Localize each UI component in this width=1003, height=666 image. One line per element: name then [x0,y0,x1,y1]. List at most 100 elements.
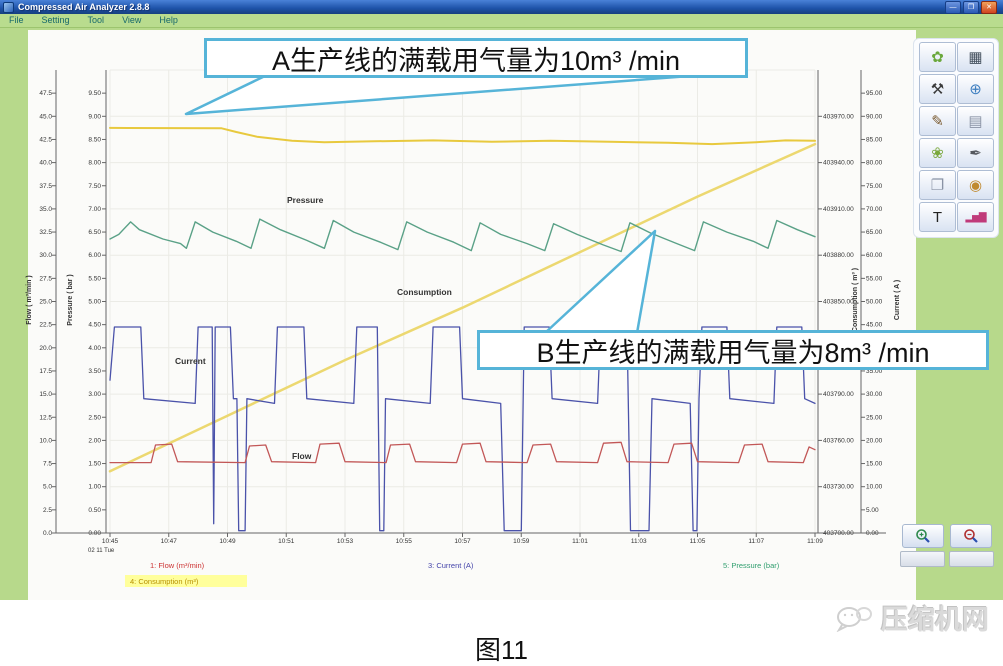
documents-button[interactable]: ▤ [957,106,994,136]
svg-text:32.5: 32.5 [39,229,52,236]
svg-text:403970.00: 403970.00 [823,113,854,120]
svg-text:4.50: 4.50 [88,322,101,329]
svg-text:50.00: 50.00 [866,299,883,306]
svg-text:75.00: 75.00 [866,183,883,190]
close-button[interactable]: ✕ [981,1,997,14]
svg-text:10:53: 10:53 [337,538,354,545]
svg-text:95.00: 95.00 [866,90,883,97]
svg-text:15.0: 15.0 [39,391,52,398]
watermark-logo-icon [836,606,872,632]
svg-text:35.00: 35.00 [866,368,883,375]
leaf-report-icon: ✿ [931,49,944,66]
consumption-axis-title: Consumption ( m³ ) [852,268,859,332]
series-current-line [109,326,816,532]
svg-text:0.0: 0.0 [43,530,52,537]
calculator-icon: ▦ [968,49,983,66]
action-button-2[interactable] [949,551,994,567]
title-bar[interactable]: Compressed Air Analyzer 2.8.8 — ❒ ✕ [0,0,1003,14]
svg-text:403910.00: 403910.00 [823,206,854,213]
menu-bar: File Setting Tool View Help [0,14,1003,28]
svg-text:11:05: 11:05 [690,538,706,545]
series-label-flow: Flow [292,451,312,461]
leaf-report-button[interactable]: ✿ [919,42,956,72]
menu-item-setting[interactable]: Setting [41,15,70,25]
menu-item-view[interactable]: View [122,15,142,25]
legend-item-3: 5: Pressure (bar) [723,561,780,570]
svg-text:27.5: 27.5 [39,275,52,282]
svg-text:45.0: 45.0 [39,113,52,120]
series-upper-yellow-line-line [109,126,816,146]
window-controls: — ❒ ✕ [945,1,997,14]
svg-text:1.00: 1.00 [88,484,101,491]
plant-button[interactable]: ❀ [919,138,956,168]
chart-edit-icon: ✎ [931,113,944,130]
svg-text:02 11 Tue: 02 11 Tue [88,548,115,554]
svg-text:10.00: 10.00 [866,484,883,491]
svg-text:85.00: 85.00 [866,136,883,143]
svg-text:403940.00: 403940.00 [823,160,854,167]
app-icon [3,1,14,13]
svg-text:8.50: 8.50 [88,136,101,143]
zoom-out-button[interactable] [950,524,992,548]
maximize-button[interactable]: ❒ [963,1,979,14]
svg-text:0.50: 0.50 [88,507,101,514]
svg-text:3.50: 3.50 [88,368,101,375]
window-content: 47.5 45.0 42.5 40.0 37.5 35.0 32.5 30.0 27.5 25.0… [0,28,1003,600]
watermark: 压缩机网 [835,598,989,637]
action-button-1[interactable] [900,551,945,567]
zoom-in-icon [916,529,930,543]
svg-text:25.00: 25.00 [866,414,883,421]
svg-text:10:57: 10:57 [454,538,471,545]
svg-text:403790.00: 403790.00 [823,391,854,398]
svg-text:70.00: 70.00 [866,206,883,213]
svg-text:3.00: 3.00 [88,391,101,398]
svg-text:10.0: 10.0 [39,437,52,444]
bar-chart-button[interactable]: ▂▅▇ [957,202,994,232]
series-label-pressure: Pressure [287,195,324,205]
minimize-button[interactable]: — [945,1,961,14]
svg-text:6.00: 6.00 [88,252,101,259]
zoom-in-button[interactable] [902,524,944,548]
svg-text:4.00: 4.00 [88,345,101,352]
text-button[interactable]: T [919,202,956,232]
svg-text:42.5: 42.5 [39,136,52,143]
svg-text:10:45: 10:45 [102,538,119,545]
quill-icon: ✒ [969,145,982,162]
svg-text:17.5: 17.5 [39,368,52,375]
menu-item-help[interactable]: Help [159,15,178,25]
globe-button[interactable]: ⊕ [957,74,994,104]
svg-text:60.00: 60.00 [866,252,883,259]
series-label-current: Current [175,356,206,366]
book-button[interactable]: ❐ [919,170,956,200]
svg-text:35.0: 35.0 [39,206,52,213]
plant-icon: ❀ [931,145,944,162]
quill-button[interactable]: ✒ [957,138,994,168]
svg-text:45.00: 45.00 [866,322,883,329]
text-icon: T [932,208,943,226]
svg-text:37.5: 37.5 [39,183,52,190]
svg-text:80.00: 80.00 [866,160,883,167]
menu-item-tool[interactable]: Tool [87,15,105,25]
stamp-button[interactable]: ◉ [957,170,994,200]
documents-icon: ▤ [968,113,983,130]
svg-text:6.50: 6.50 [88,229,101,236]
tools-button[interactable]: ⚒ [919,74,956,104]
svg-text:30.0: 30.0 [39,252,52,259]
svg-text:9.50: 9.50 [88,90,101,97]
bar-chart-icon: ▂▅▇ [965,211,986,223]
svg-text:10:47: 10:47 [161,538,178,545]
chart: 47.5 45.0 42.5 40.0 37.5 35.0 32.5 30.0 27.5 25.0… [26,69,901,587]
legend-item-2: 3: Current (A) [428,561,474,570]
svg-text:5.50: 5.50 [88,275,101,282]
book-icon: ❐ [930,177,945,194]
chart-edit-button[interactable]: ✎ [919,106,956,136]
calculator-button[interactable]: ▦ [957,42,994,72]
svg-text:403850.00: 403850.00 [823,299,854,306]
series-flow-line [109,441,816,464]
menu-item-file[interactable]: File [9,15,24,25]
watermark-text: 压缩机网 [881,605,989,635]
svg-text:2.5: 2.5 [43,507,52,514]
svg-text:7.5: 7.5 [43,461,52,468]
svg-text:403880.00: 403880.00 [823,252,854,259]
svg-text:10:55: 10:55 [396,538,413,545]
